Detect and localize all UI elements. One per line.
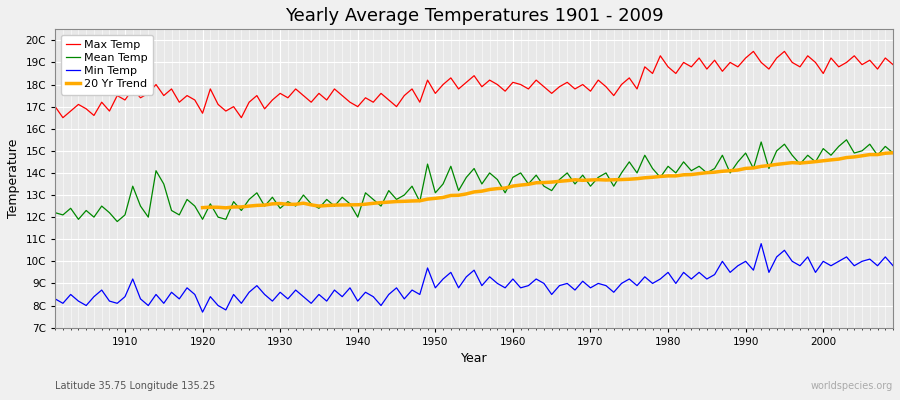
20 Yr Trend [795, 161, 806, 166]
Min Temp [887, 263, 898, 268]
Max Temp [887, 62, 898, 67]
Line: Max Temp: Max Temp [55, 51, 893, 118]
Min Temp [197, 310, 208, 314]
20 Yr Trend [887, 150, 898, 155]
Mean Temp [50, 210, 60, 215]
Legend: Max Temp, Mean Temp, Min Temp, 20 Yr Trend: Max Temp, Mean Temp, Min Temp, 20 Yr Tre… [60, 35, 153, 95]
Max Temp [58, 115, 68, 120]
20 Yr Trend [298, 201, 309, 206]
Min Temp [516, 286, 526, 290]
Mean Temp [337, 195, 347, 200]
Min Temp [112, 301, 122, 306]
Text: Latitude 35.75 Longitude 135.25: Latitude 35.75 Longitude 135.25 [55, 381, 215, 391]
Max Temp [50, 104, 60, 109]
20 Yr Trend [864, 152, 875, 157]
20 Yr Trend [197, 205, 208, 210]
Mean Temp [516, 170, 526, 175]
Min Temp [756, 241, 767, 246]
X-axis label: Year: Year [461, 352, 488, 365]
Mean Temp [120, 212, 130, 217]
Mean Temp [112, 219, 122, 224]
Min Temp [608, 290, 619, 295]
Max Temp [748, 49, 759, 54]
Min Temp [508, 276, 518, 281]
Line: Mean Temp: Mean Temp [55, 140, 893, 222]
Max Temp [516, 82, 526, 87]
Max Temp [120, 98, 130, 102]
Max Temp [291, 86, 302, 91]
Text: worldspecies.org: worldspecies.org [811, 381, 893, 391]
Title: Yearly Average Temperatures 1901 - 2009: Yearly Average Temperatures 1901 - 2009 [284, 7, 663, 25]
Y-axis label: Temperature: Temperature [7, 139, 20, 218]
20 Yr Trend [686, 172, 697, 177]
Mean Temp [887, 151, 898, 156]
Mean Temp [608, 184, 619, 188]
20 Yr Trend [414, 198, 425, 203]
Max Temp [337, 93, 347, 98]
Line: Min Temp: Min Temp [55, 244, 893, 312]
Mean Temp [508, 175, 518, 180]
Min Temp [337, 294, 347, 299]
Mean Temp [291, 204, 302, 208]
Mean Temp [842, 137, 852, 142]
Max Temp [608, 93, 619, 98]
20 Yr Trend [220, 206, 231, 210]
Min Temp [291, 288, 302, 292]
Min Temp [50, 296, 60, 301]
20 Yr Trend [779, 161, 790, 166]
Line: 20 Yr Trend: 20 Yr Trend [202, 153, 893, 208]
Max Temp [508, 80, 518, 85]
